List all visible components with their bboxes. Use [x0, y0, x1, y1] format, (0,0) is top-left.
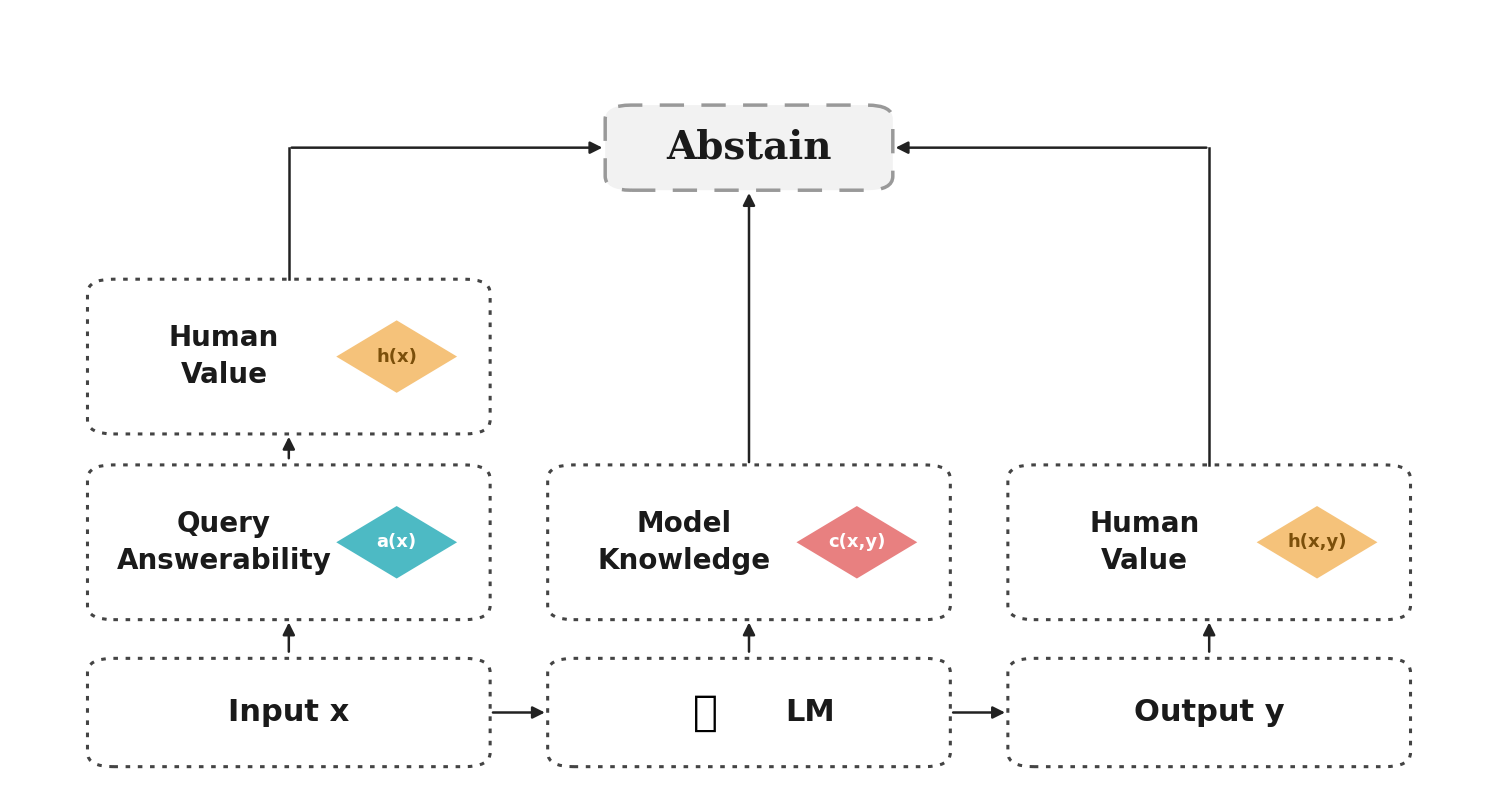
FancyBboxPatch shape — [605, 105, 893, 190]
Text: h(x,y): h(x,y) — [1287, 534, 1347, 551]
Text: LM: LM — [785, 698, 834, 727]
Polygon shape — [336, 320, 457, 393]
Polygon shape — [797, 506, 917, 579]
Text: a(x): a(x) — [376, 534, 416, 551]
Text: Human
Value: Human Value — [169, 324, 279, 389]
Text: Model
Knowledge: Model Knowledge — [598, 510, 771, 575]
Polygon shape — [336, 506, 457, 579]
FancyBboxPatch shape — [1008, 659, 1411, 767]
FancyBboxPatch shape — [87, 465, 490, 620]
FancyBboxPatch shape — [87, 279, 490, 434]
Text: Input x: Input x — [228, 698, 349, 727]
Text: Abstain: Abstain — [667, 129, 831, 167]
Polygon shape — [1257, 506, 1378, 579]
Text: h(x): h(x) — [376, 347, 416, 366]
Text: c(x,y): c(x,y) — [828, 534, 885, 551]
Text: Query
Answerability: Query Answerability — [117, 510, 331, 575]
FancyBboxPatch shape — [1008, 465, 1411, 620]
Text: Output y: Output y — [1134, 698, 1284, 727]
Text: 🤖: 🤖 — [694, 692, 719, 733]
FancyBboxPatch shape — [548, 659, 950, 767]
Text: Human
Value: Human Value — [1089, 510, 1200, 575]
FancyBboxPatch shape — [87, 659, 490, 767]
FancyBboxPatch shape — [548, 465, 950, 620]
